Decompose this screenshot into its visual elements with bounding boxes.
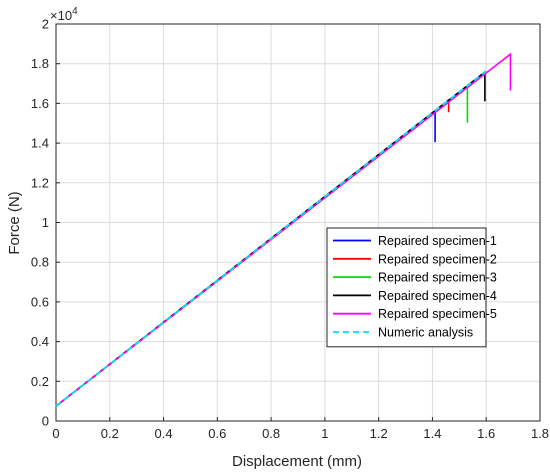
y-tick-label: 0.8 <box>31 255 49 270</box>
legend-entry-label: Repaired specimen-2 <box>378 252 497 266</box>
y-tick-label: 1.4 <box>31 136 49 151</box>
y-tick-label: 1 <box>42 215 49 230</box>
x-tick-label: 1 <box>321 426 328 441</box>
x-tick-label: 0 <box>52 426 59 441</box>
y-tick-label: 0.2 <box>31 374 49 389</box>
axis-ticks: 0 0.2 0.4 0.6 0.8 1 1.2 1.4 1.6 1.8 0 0.2 0.4 0.6 0.8 1… <box>31 17 549 442</box>
y-tick-label: 0.4 <box>31 334 49 349</box>
legend: Repaired specimen-1 Repaired specimen-2 Re… <box>326 227 497 348</box>
legend-entry-label: Repaired specimen-3 <box>378 271 497 285</box>
y-tick-label: 1.2 <box>31 175 49 190</box>
grid-lines <box>55 23 541 422</box>
series-line-6 <box>55 70 487 407</box>
y-axis-multiplier: ×104 <box>50 6 78 23</box>
x-tick-label: 1.6 <box>477 426 495 441</box>
y-tick-label: 1.8 <box>31 56 49 71</box>
legend-entry-label: Numeric analysis <box>378 326 473 340</box>
x-tick-label: 0.6 <box>208 426 226 441</box>
y-tick-label: 2 <box>42 17 49 32</box>
y-tick-label: 0 <box>42 414 49 429</box>
legend-box <box>326 227 487 348</box>
x-tick-label: 1.8 <box>531 426 549 441</box>
x-tick-label: 1.2 <box>370 426 388 441</box>
y-tick-label: 0.6 <box>31 294 49 309</box>
y-tick-label: 1.6 <box>31 96 49 111</box>
x-tick-label: 0.4 <box>155 426 173 441</box>
legend-entry-label: Repaired specimen-5 <box>378 307 497 321</box>
x-axis-label: Displacement (mm) <box>232 453 362 470</box>
x-tick-label: 0.2 <box>101 426 119 441</box>
x-tick-label: 0.8 <box>262 426 280 441</box>
y-axis-label: Force (N) <box>6 191 23 254</box>
x-tick-label: 1.4 <box>423 426 441 441</box>
legend-entry-label: Repaired specimen-4 <box>378 289 497 303</box>
legend-entry-label: Repaired specimen-1 <box>378 234 497 248</box>
data-series <box>55 52 512 407</box>
